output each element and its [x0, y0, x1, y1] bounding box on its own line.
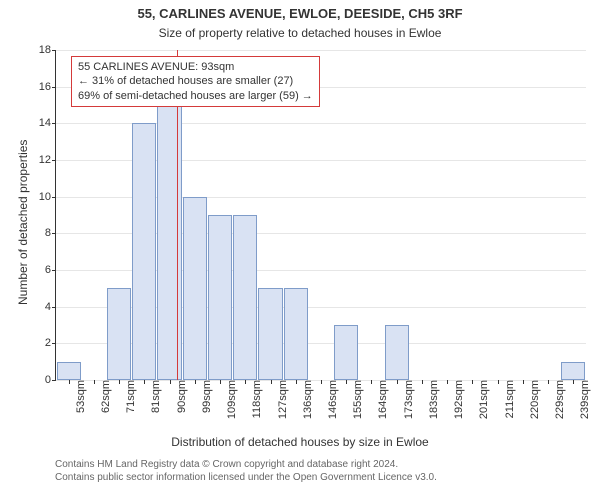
- histogram-bar: [183, 197, 207, 380]
- x-tick-label: 109sqm: [224, 380, 238, 419]
- x-tick-mark: [397, 380, 398, 384]
- annotation-line: 55 CARLINES AVENUE: 93sqm: [78, 60, 313, 74]
- x-tick-mark: [321, 380, 322, 384]
- x-tick-label: 201sqm: [476, 380, 490, 419]
- x-tick-mark: [548, 380, 549, 384]
- x-tick-label: 53sqm: [73, 380, 87, 413]
- x-tick-label: 127sqm: [275, 380, 289, 419]
- annotation-box: 55 CARLINES AVENUE: 93sqm← 31% of detach…: [71, 56, 320, 107]
- histogram-bar: [258, 288, 282, 380]
- x-tick-label: 146sqm: [325, 380, 339, 419]
- x-tick-label: 136sqm: [300, 380, 314, 419]
- footer-line-2: Contains public sector information licen…: [55, 471, 437, 484]
- x-tick-mark: [170, 380, 171, 384]
- x-tick-label: 155sqm: [350, 380, 364, 419]
- plot-area: 02468101214161853sqm62sqm71sqm81sqm90sqm…: [55, 50, 586, 381]
- x-tick-mark: [346, 380, 347, 384]
- x-tick-label: 164sqm: [375, 380, 389, 419]
- y-tick-label: 8: [45, 227, 56, 239]
- footer-attribution: Contains HM Land Registry data © Crown c…: [55, 458, 437, 484]
- x-tick-mark: [523, 380, 524, 384]
- histogram-bar: [561, 362, 585, 380]
- x-tick-label: 183sqm: [426, 380, 440, 419]
- chart-subtitle: Size of property relative to detached ho…: [0, 26, 600, 40]
- x-tick-mark: [271, 380, 272, 384]
- x-tick-mark: [195, 380, 196, 384]
- x-axis-label: Distribution of detached houses by size …: [0, 435, 600, 449]
- x-tick-mark: [296, 380, 297, 384]
- x-tick-label: 62sqm: [98, 380, 112, 413]
- histogram-bar: [208, 215, 232, 380]
- x-tick-label: 229sqm: [552, 380, 566, 419]
- y-tick-label: 2: [45, 337, 56, 349]
- histogram-bar: [233, 215, 257, 380]
- x-tick-label: 118sqm: [249, 380, 263, 418]
- x-tick-label: 173sqm: [401, 380, 415, 419]
- x-tick-mark: [447, 380, 448, 384]
- x-tick-mark: [422, 380, 423, 384]
- chart-title: 55, CARLINES AVENUE, EWLOE, DEESIDE, CH5…: [0, 6, 600, 21]
- x-tick-label: 71sqm: [123, 380, 137, 413]
- x-tick-mark: [119, 380, 120, 384]
- x-tick-label: 81sqm: [148, 380, 162, 413]
- x-tick-mark: [472, 380, 473, 384]
- y-axis-label: Number of detached properties: [16, 140, 30, 305]
- x-tick-mark: [69, 380, 70, 384]
- x-tick-label: 239sqm: [577, 380, 591, 419]
- annotation-line: ← 31% of detached houses are smaller (27…: [78, 74, 313, 88]
- grid-line: [56, 50, 586, 51]
- y-tick-label: 12: [39, 154, 56, 166]
- x-tick-mark: [498, 380, 499, 384]
- x-tick-mark: [245, 380, 246, 384]
- annotation-line: 69% of semi-detached houses are larger (…: [78, 89, 313, 103]
- y-tick-label: 18: [39, 44, 56, 56]
- x-tick-mark: [573, 380, 574, 384]
- y-tick-label: 6: [45, 264, 56, 276]
- histogram-bar: [107, 288, 131, 380]
- x-tick-label: 99sqm: [199, 380, 213, 413]
- histogram-bar: [132, 123, 156, 380]
- histogram-bar: [284, 288, 308, 380]
- y-tick-label: 0: [45, 374, 56, 386]
- chart-container: 55, CARLINES AVENUE, EWLOE, DEESIDE, CH5…: [0, 0, 600, 500]
- footer-line-1: Contains HM Land Registry data © Crown c…: [55, 458, 437, 471]
- histogram-bar: [334, 325, 358, 380]
- histogram-bar: [57, 362, 81, 380]
- x-tick-mark: [144, 380, 145, 384]
- x-tick-label: 90sqm: [174, 380, 188, 413]
- y-tick-label: 16: [39, 81, 56, 93]
- y-tick-label: 10: [39, 191, 56, 203]
- x-tick-mark: [371, 380, 372, 384]
- x-tick-mark: [220, 380, 221, 384]
- x-tick-label: 211sqm: [502, 380, 516, 418]
- y-tick-label: 4: [45, 301, 56, 313]
- x-tick-label: 192sqm: [451, 380, 465, 419]
- x-tick-mark: [94, 380, 95, 384]
- x-tick-label: 220sqm: [527, 380, 541, 419]
- histogram-bar: [385, 325, 409, 380]
- y-tick-label: 14: [39, 117, 56, 129]
